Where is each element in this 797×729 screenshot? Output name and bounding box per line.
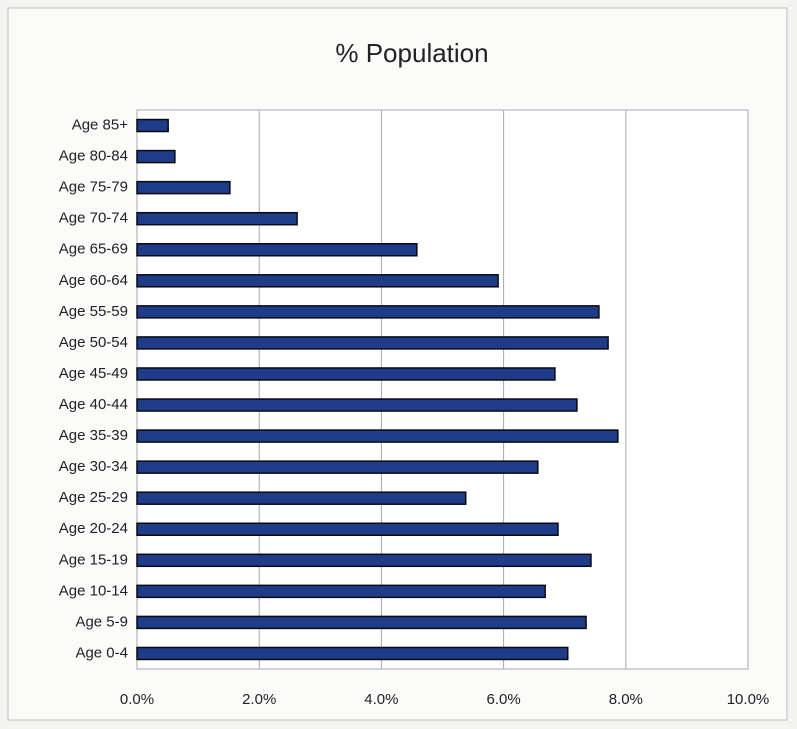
x-tick-label: 10.0% (727, 691, 770, 708)
y-tick-label: Age 25-29 (59, 489, 128, 506)
y-tick-label: Age 35-39 (59, 427, 128, 444)
bar (136, 398, 578, 412)
y-tick-label: Age 10-14 (59, 582, 128, 599)
y-tick-label: Age 30-34 (59, 458, 128, 475)
x-tick-label: 8.0% (609, 691, 643, 708)
bar (136, 553, 592, 568)
bar (136, 243, 418, 257)
bar (136, 336, 609, 350)
y-tick-label: Age 40-44 (59, 396, 128, 413)
y-tick-label: Age 15-19 (59, 551, 128, 568)
y-tick-label: Age 85+ (72, 116, 129, 133)
y-tick-label: Age 0-4 (75, 644, 128, 661)
y-tick-label: Age 55-59 (59, 303, 128, 320)
x-tick-label: 2.0% (242, 691, 276, 708)
bar (136, 149, 176, 164)
chart-title: % Population (335, 38, 488, 68)
y-tick-label: Age 80-84 (59, 148, 128, 165)
y-tick-label: Age 60-64 (59, 272, 128, 289)
x-tick-label: 4.0% (364, 691, 398, 708)
bar (136, 522, 559, 536)
bar (136, 118, 169, 133)
y-tick-label: Age 5-9 (75, 613, 128, 630)
bar (136, 491, 467, 505)
bar (136, 460, 539, 474)
x-tick-label: 0.0% (120, 691, 154, 708)
bar (136, 274, 499, 288)
bar (136, 646, 569, 661)
x-tick-label: 6.0% (486, 691, 520, 708)
y-tick-label: Age 45-49 (59, 365, 128, 382)
y-tick-label: Age 20-24 (59, 520, 128, 537)
plot-area (136, 109, 749, 670)
bar (136, 615, 587, 630)
y-tick-label: Age 65-69 (59, 241, 128, 258)
bar (136, 367, 556, 381)
y-tick-label: Age 75-79 (59, 179, 128, 196)
bar (136, 211, 298, 226)
y-tick-label: Age 50-54 (59, 334, 128, 351)
bar (136, 429, 619, 443)
bar (136, 305, 600, 319)
y-tick-label: Age 70-74 (59, 210, 128, 227)
bar (136, 180, 231, 195)
bar (136, 584, 546, 599)
